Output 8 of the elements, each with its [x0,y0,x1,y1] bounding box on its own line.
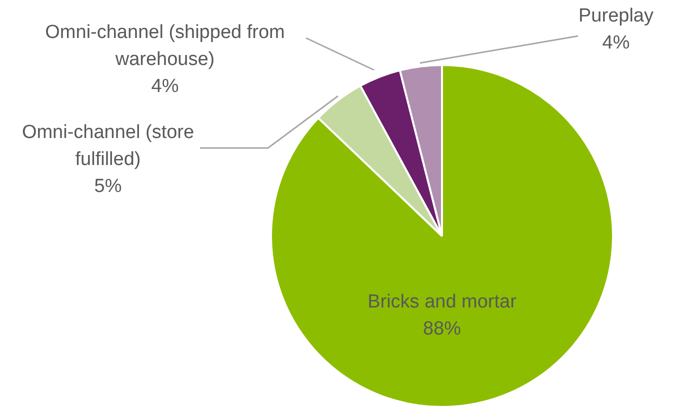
data-label: 4% [151,76,179,98]
slice-label: Pureplay [578,6,654,27]
slice-label: Omni-channel (shipped from warehouse) [45,22,285,70]
slice-label: Omni-channel (store fulfilled) [22,122,194,170]
data-label: 88% [422,318,462,340]
data-label: 5% [94,176,122,198]
slice-label: Bricks and mortar [368,292,518,313]
data-label: 4% [602,32,630,54]
